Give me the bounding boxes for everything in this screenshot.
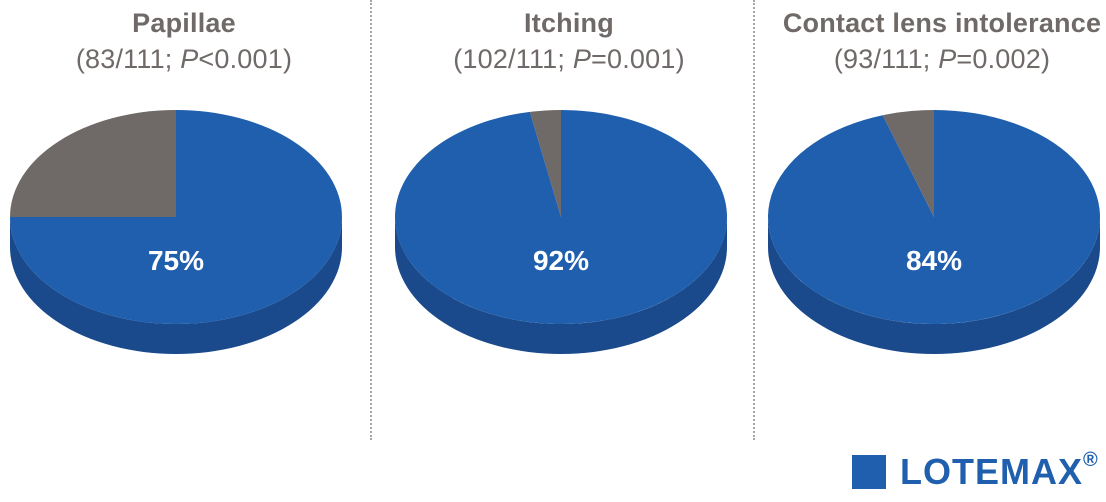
pie-slice <box>394 110 727 324</box>
chart-title: Itching <box>524 8 614 38</box>
pie-side <box>768 217 1100 354</box>
pie-data-label: 75% <box>148 245 204 276</box>
pie-data-label: 84% <box>906 245 962 276</box>
pie-side <box>10 217 342 354</box>
pie-slice <box>882 110 934 217</box>
p-symbol: P <box>180 44 199 74</box>
p-symbol: P <box>572 44 592 74</box>
pie-slice <box>529 110 561 217</box>
pie-chart-papillae: 75% <box>10 110 342 354</box>
pie-side <box>395 217 727 354</box>
pie-data-label: 92% <box>533 245 589 276</box>
lotemax-logo: LOTEMAX® <box>852 449 1099 494</box>
logo-square-icon <box>852 455 886 489</box>
subtitle-prefix: (102/111; <box>453 44 573 74</box>
subtitle-prefix: (83/111; <box>75 44 181 74</box>
chart-subtitle: (83/111; P<0.001) <box>0 44 368 75</box>
chart-subtitle: (93/111; P=0.002) <box>758 44 1106 75</box>
chart-panel-itching: Itching (102/111; P=0.001) 92% <box>385 0 753 440</box>
chart-title: Contact lens intolerance <box>782 8 1102 38</box>
registered-mark: ® <box>1083 449 1099 471</box>
chart-panel-papillae: Papillae (83/111; P<0.001) 75% <box>0 0 368 440</box>
p-symbol: P <box>938 44 957 74</box>
pie-chart-contact-lens-intolerance: 84% <box>768 110 1100 354</box>
subtitle-suffix: <0.001) <box>198 44 293 74</box>
logo-brand: LOTEMAX <box>900 451 1083 492</box>
pie-slice <box>10 110 176 217</box>
chart-title: Papillae <box>132 8 236 38</box>
chart-panel-contact-lens-intolerance: Contact lens intolerance (93/111; P=0.00… <box>758 0 1106 440</box>
logo-text: LOTEMAX® <box>900 449 1099 493</box>
panel-divider <box>370 0 372 440</box>
panel-divider <box>753 0 755 440</box>
chart-subtitle: (102/111; P=0.001) <box>385 44 753 75</box>
subtitle-prefix: (93/111; <box>833 44 939 74</box>
subtitle-suffix: =0.001) <box>591 44 685 74</box>
pie-chart-itching: 92% <box>394 110 727 354</box>
subtitle-suffix: =0.002) <box>956 44 1051 74</box>
